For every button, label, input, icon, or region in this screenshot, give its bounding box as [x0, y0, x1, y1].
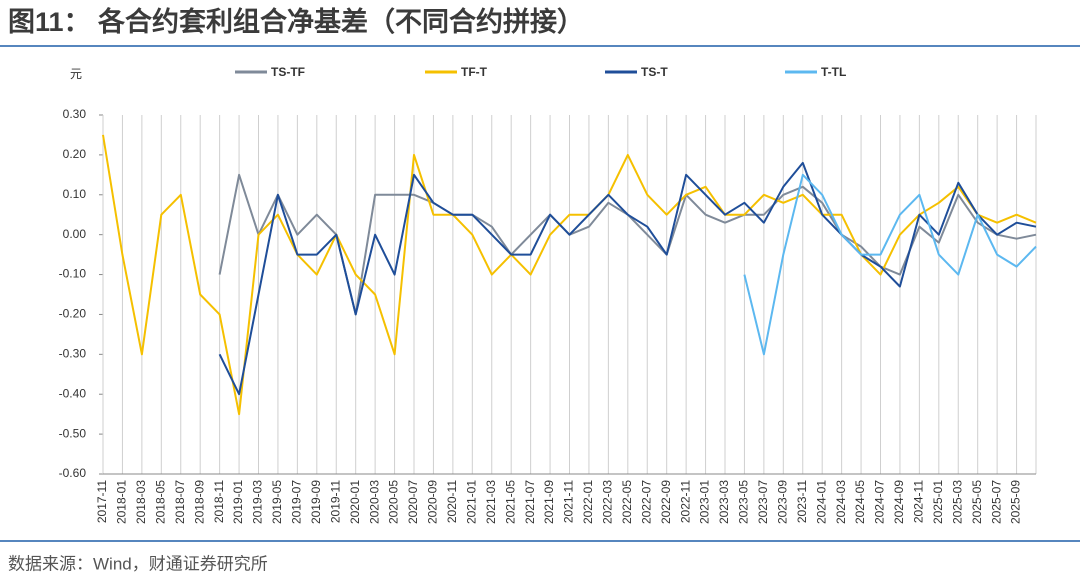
- x-tick-label: 2018-11: [212, 480, 226, 523]
- legend-label: TS-TF: [271, 65, 305, 79]
- x-tick-label: 2022-03: [601, 480, 615, 524]
- x-tick-label: 2020-03: [367, 480, 381, 524]
- x-tick-label: 2024-01: [814, 480, 828, 524]
- x-tick-label: 2019-01: [231, 480, 245, 524]
- y-tick-label: -0.20: [59, 307, 87, 321]
- x-tick-label: 2025-05: [970, 480, 984, 524]
- x-tick-label: 2023-07: [756, 480, 770, 524]
- y-tick-label: 0.30: [63, 107, 87, 121]
- x-tick-label: 2018-07: [173, 480, 187, 524]
- x-tick-label: 2020-09: [426, 480, 440, 524]
- x-tick-label: 2023-01: [698, 480, 712, 524]
- y-tick-label: 0.10: [63, 187, 87, 201]
- x-tick-label: 2018-03: [134, 480, 148, 524]
- series-line: [218, 161, 1037, 396]
- x-tick-label: 2024-03: [834, 480, 848, 524]
- x-tick-label: 2020-11: [445, 480, 459, 523]
- y-tick-label: -0.40: [59, 386, 87, 400]
- y-tick-label: 0.00: [63, 227, 87, 241]
- x-tick-label: 2022-09: [659, 480, 673, 524]
- series-line: [743, 173, 1037, 356]
- x-tick-label: 2021-05: [503, 480, 517, 524]
- x-tick-label: 2021-01: [464, 480, 478, 524]
- y-tick-label: -0.10: [59, 267, 87, 281]
- x-tick-label: 2019-11: [328, 480, 342, 523]
- y-tick-label: -0.30: [59, 347, 87, 361]
- x-tick-label: 2021-03: [484, 480, 498, 524]
- x-tick-label: 2020-01: [348, 480, 362, 524]
- x-tick-label: 2019-03: [251, 480, 265, 524]
- x-tick-label: 2018-01: [115, 480, 129, 524]
- x-tick-label: 2025-09: [1009, 480, 1023, 524]
- x-tick-label: 2023-11: [795, 480, 809, 523]
- x-tick-label: 2023-09: [775, 480, 789, 524]
- x-tick-label: 2019-07: [290, 480, 304, 524]
- y-tick-label: -0.60: [59, 466, 87, 480]
- x-tick-label: 2019-05: [270, 480, 284, 524]
- x-tick-label: 2022-01: [581, 480, 595, 524]
- legend-label: TS-T: [641, 65, 668, 79]
- legend-label: TF-T: [461, 65, 488, 79]
- x-tick-label: 2021-07: [523, 480, 537, 524]
- x-tick-label: 2021-11: [562, 480, 576, 523]
- x-tick-label: 2025-03: [950, 480, 964, 524]
- x-tick-label: 2018-09: [192, 480, 206, 524]
- x-tick-label: 2022-05: [620, 480, 634, 524]
- x-tick-label: 2023-03: [717, 480, 731, 524]
- x-tick-label: 2018-05: [153, 480, 167, 524]
- x-tick-label: 2021-09: [542, 480, 556, 524]
- legend-label: T-TL: [821, 65, 846, 79]
- x-tick-label: 2022-11: [678, 480, 692, 523]
- x-tick-label: 2024-05: [853, 480, 867, 524]
- y-tick-label: 0.20: [63, 147, 87, 161]
- x-tick-label: 2020-07: [406, 480, 420, 524]
- x-tick-label: 2019-09: [309, 480, 323, 524]
- series-line: [102, 134, 1037, 416]
- x-tick-label: 2025-01: [931, 480, 945, 524]
- x-tick-label: 2020-05: [387, 480, 401, 524]
- x-tick-label: 2023-05: [737, 480, 751, 524]
- x-tick-label: 2025-07: [989, 480, 1003, 524]
- x-tick-label: 2017-11: [95, 480, 109, 523]
- y-tick-label: -0.50: [59, 426, 87, 440]
- chart-title: 图11： 各合约套利组合净基差（不同合约拼接）: [8, 6, 584, 37]
- x-tick-label: 2022-07: [639, 480, 653, 524]
- source: 数据来源：Wind，财通证券研究所: [8, 554, 268, 573]
- x-tick-label: 2024-09: [892, 480, 906, 524]
- x-tick-label: 2024-07: [873, 480, 887, 524]
- y-axis-label: 元: [70, 67, 82, 81]
- x-tick-label: 2024-11: [912, 480, 926, 523]
